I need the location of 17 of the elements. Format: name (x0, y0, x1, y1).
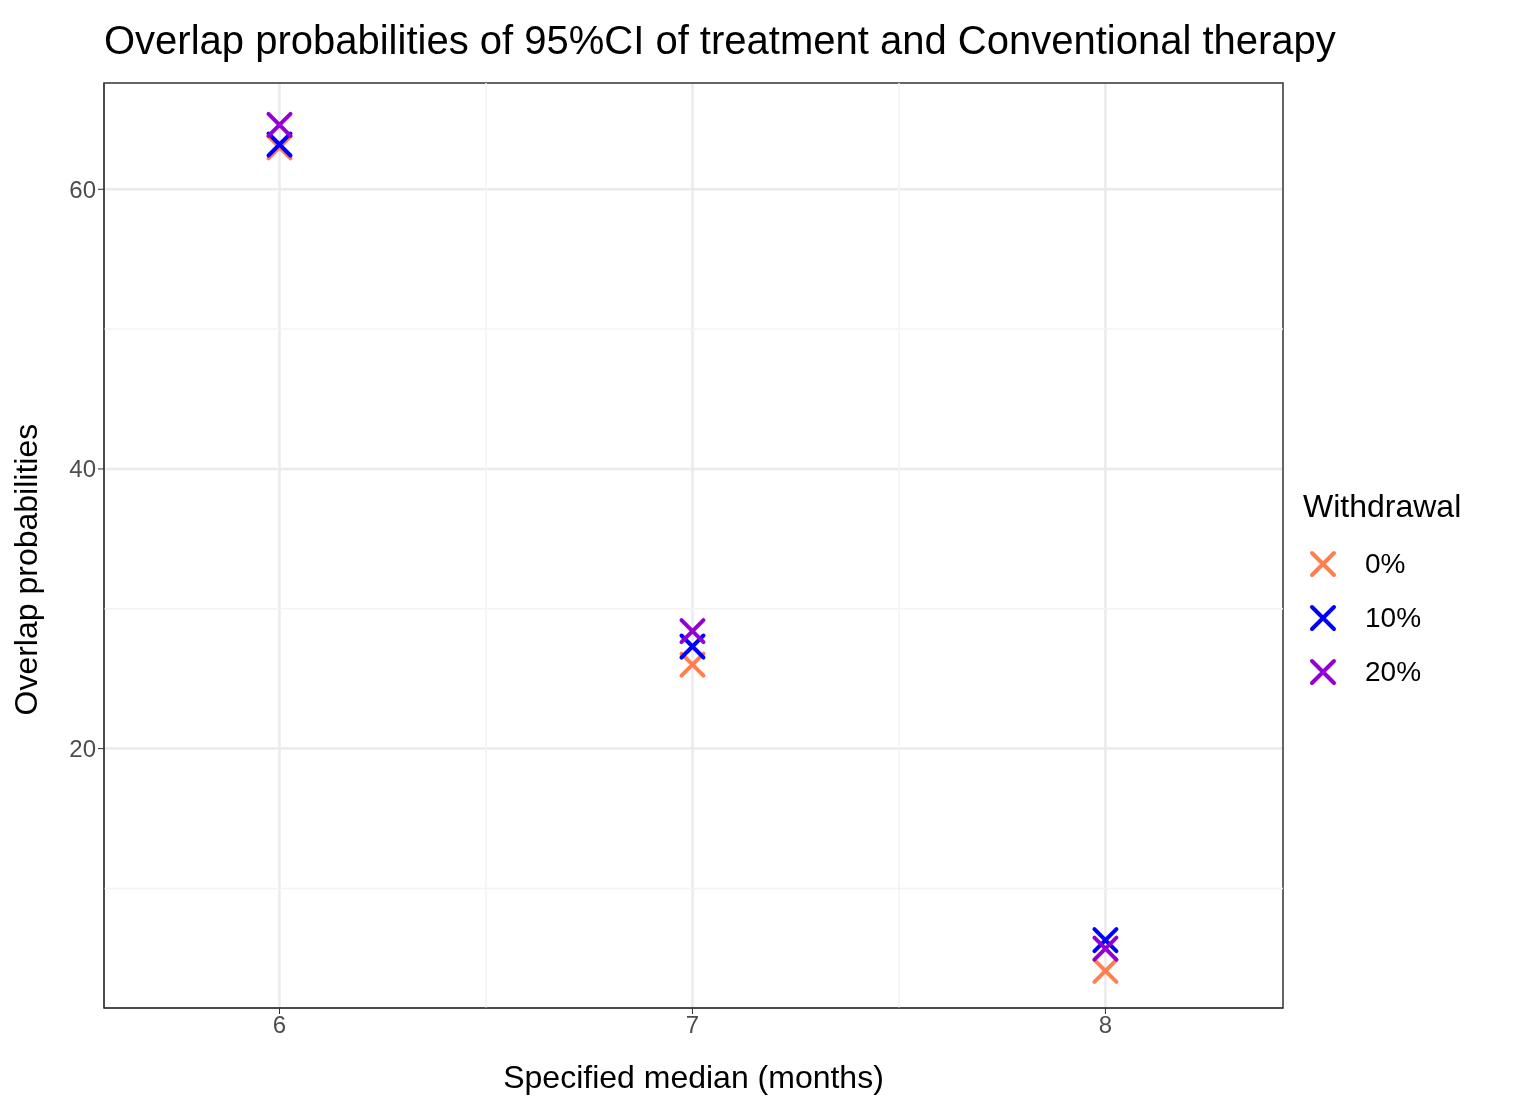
x-tick-label: 8 (1098, 1011, 1113, 1039)
legend-label: 20% (1365, 655, 1422, 688)
chart-title: Overlap probabilities of 95%CI of treatment and Conventional therapy (103, 17, 1337, 64)
legend-label: 0% (1365, 547, 1406, 580)
y-axis-title: Overlap probabilities (8, 423, 45, 716)
x-tick-label: 7 (685, 1011, 700, 1039)
y-tick-label: 40 (69, 455, 96, 483)
legend-label: 10% (1365, 601, 1422, 634)
point (266, 111, 293, 138)
point (1092, 957, 1119, 984)
x-axis-title: Specified median (months) (503, 1059, 884, 1095)
x-tick-label: 6 (272, 1011, 287, 1039)
y-tick-label: 60 (69, 175, 96, 203)
legend-title: Withdrawal (1303, 487, 1463, 525)
point (1092, 935, 1119, 962)
point (679, 618, 706, 645)
y-tick-label: 20 (69, 735, 96, 763)
